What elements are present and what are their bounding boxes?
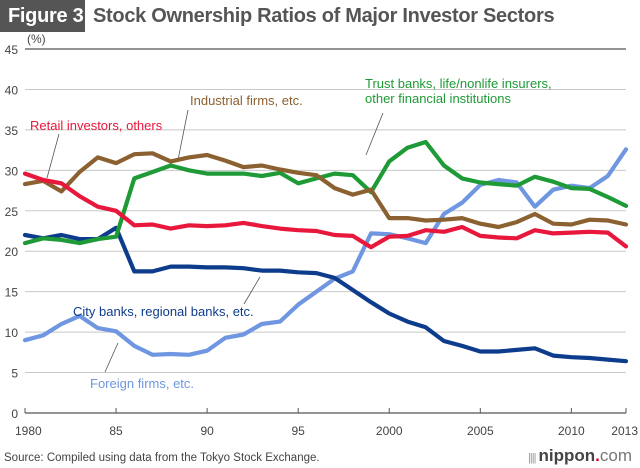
series-line-0: [22, 171, 629, 250]
series-annotation-label: City banks, regional banks, etc.: [73, 304, 254, 319]
source-note: Source: Compiled using data from the Tok…: [4, 452, 320, 464]
series-line-4: [22, 147, 629, 357]
y-axis-unit-label: (%): [27, 32, 46, 46]
chart-title: Stock Ownership Ratios of Major Investor…: [93, 5, 555, 27]
gridlines: [25, 48, 626, 374]
annotation-leader-line: [243, 276, 261, 305]
y-tick-label: 30: [5, 164, 19, 178]
y-tick-label: 0: [11, 407, 18, 421]
nippon-logo: |||| nippon.com: [528, 446, 632, 465]
series-lines: [22, 139, 629, 364]
x-tick-label: 85: [109, 424, 123, 438]
annotation-leaders: [46, 109, 384, 373]
series-annotation-label: Retail investors, others: [30, 118, 163, 133]
series-annotation-label: Foreign firms, etc.: [90, 376, 194, 391]
series-annotation-label: other financial institutions: [365, 91, 511, 106]
annotation-labels: Retail investors, others Industrial firms…: [30, 76, 552, 391]
x-tick-label: 2005: [467, 424, 494, 438]
series-annotation-label: Industrial firms, etc.: [190, 93, 303, 108]
x-tick-label: 2000: [376, 424, 403, 438]
figure-label: Figure 3: [0, 0, 85, 32]
x-tick-label: 95: [292, 424, 306, 438]
axes: 0 5 10 15 20 25 30 35 40 45 (%) 1980 85 90 95 2000 2005 2…: [5, 32, 639, 438]
y-tick-label: 20: [5, 245, 19, 259]
y-tick-label: 15: [5, 286, 19, 300]
x-tick-label: 90: [200, 424, 214, 438]
x-tick-label: 1980: [15, 424, 42, 438]
series-line-3: [22, 225, 629, 364]
annotation-leader-line: [365, 112, 384, 156]
x-tick-label: 2010: [558, 424, 585, 438]
logo-bars-icon: ||||: [528, 452, 537, 464]
annotation-leader-line: [177, 109, 189, 161]
y-tick-label: 10: [5, 326, 19, 340]
series-annotation-label: Trust banks, life/nonlife insurers,: [365, 76, 552, 91]
y-tick-label: 35: [5, 124, 19, 138]
series-line-1: [22, 151, 629, 230]
x-tick-label: 2013: [611, 424, 638, 438]
y-tick-label: 45: [5, 43, 19, 57]
y-tick-label: 5: [11, 367, 18, 381]
y-tick-label: 25: [5, 205, 19, 219]
y-tick-label: 40: [5, 83, 19, 97]
annotation-leader-line: [104, 342, 119, 373]
series-line-2: [22, 139, 629, 246]
annotation-leader-line: [46, 133, 60, 179]
